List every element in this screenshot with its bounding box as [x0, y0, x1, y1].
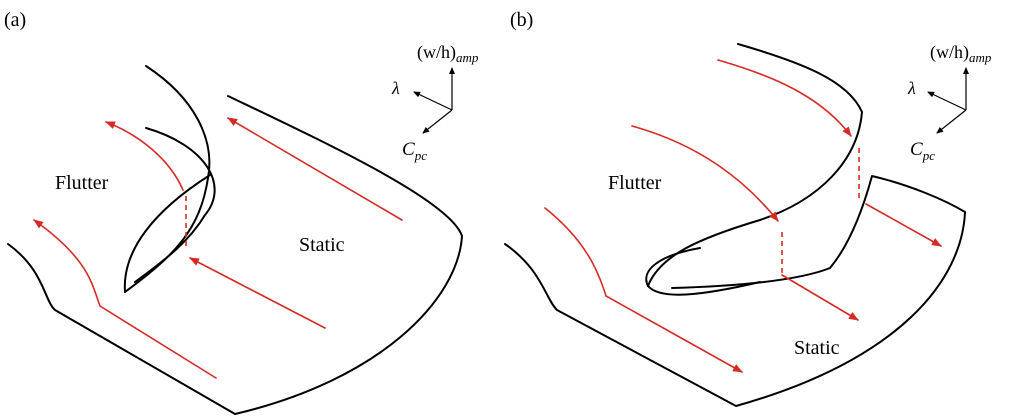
panel-b: (b) Flutter Static (w/h)amp λ Cpc	[504, 9, 992, 407]
fold-upper-sheet	[647, 43, 863, 296]
static-surface-outline	[7, 95, 463, 415]
svg-text:(w/h)amp: (w/h)amp	[930, 42, 992, 65]
axis-top-label: (w/h)	[930, 42, 969, 63]
arrow-static-middle	[781, 274, 859, 321]
arrow-flutter-lower	[544, 207, 743, 373]
panel-b-label: (b)	[510, 9, 533, 31]
axis-bottom-label: C	[910, 139, 923, 160]
axis-left-label: λ	[391, 78, 400, 98]
svg-text:(w/h)amp: (w/h)amp	[417, 42, 479, 65]
static-surface-outline	[504, 175, 966, 407]
axis-bottom-subscript: pc	[414, 148, 428, 163]
static-label: Static	[299, 234, 345, 256]
panel-a: (a) Flutter Static (w/h)amp λ Cpc	[4, 9, 479, 415]
axis-bottom-label: C	[402, 139, 415, 160]
svg-text:Cpc: Cpc	[910, 139, 935, 163]
arrow-flutter-upper	[105, 121, 184, 191]
arrow-static-upper	[227, 117, 403, 221]
flutter-label: Flutter	[55, 172, 109, 194]
arrow-static-right	[865, 203, 942, 247]
static-label: Static	[794, 337, 840, 359]
arrow-flutter-middle	[631, 125, 779, 222]
arrow-static-lower	[189, 257, 326, 329]
axis-top-subscript: amp	[969, 50, 992, 65]
axis-top-label: (w/h)	[417, 42, 456, 63]
svg-text:Cpc: Cpc	[402, 139, 427, 163]
fold-lower-edge	[645, 247, 701, 287]
axis-left-label: λ	[907, 78, 916, 98]
flutter-label: Flutter	[608, 172, 662, 194]
arrow-flutter-lower	[33, 219, 217, 379]
fold-branch-left	[123, 65, 211, 293]
axis-bottom-subscript: pc	[922, 148, 936, 163]
panel-a-label: (a)	[4, 9, 26, 31]
fold-branch-right	[134, 127, 216, 283]
arrow-upper-sheet	[717, 59, 852, 137]
axis-top-subscript: amp	[456, 50, 479, 65]
axis-triad: (w/h)amp λ Cpc	[907, 42, 992, 163]
axis-triad: (w/h)amp λ Cpc	[391, 42, 479, 163]
